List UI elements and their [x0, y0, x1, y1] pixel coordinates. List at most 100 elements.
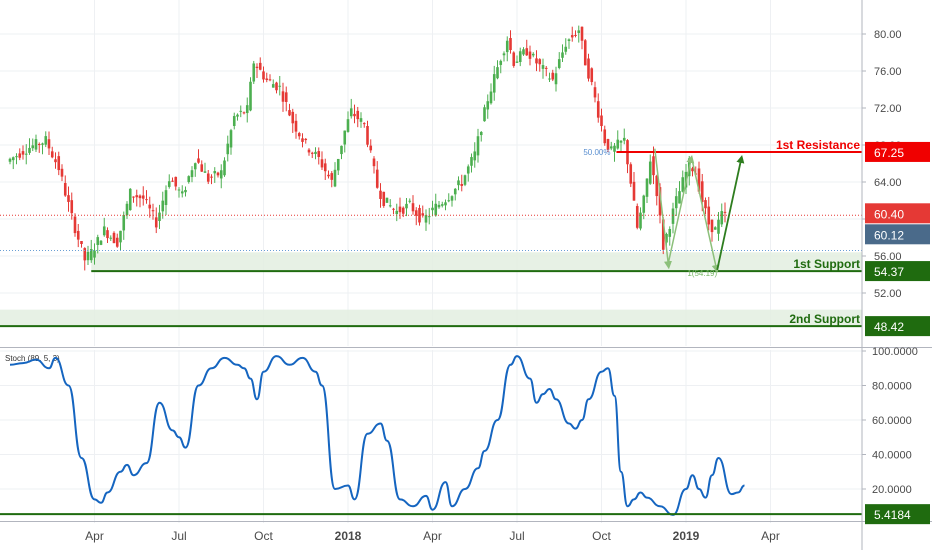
time-tick-label: Apr — [85, 529, 104, 543]
candle-body — [427, 216, 431, 218]
candle-body — [314, 151, 317, 155]
candle-body — [548, 78, 551, 80]
support-zone-2 — [0, 309, 862, 327]
candle-body — [476, 136, 480, 156]
candle-body — [587, 58, 590, 79]
candle-body — [444, 202, 447, 206]
candle-body — [278, 85, 282, 87]
candle-body — [320, 159, 324, 168]
candle-body — [668, 228, 672, 237]
time-tick-label: Jul — [509, 529, 524, 543]
candle-body — [245, 105, 249, 114]
support-2-badge-text: 48.42 — [874, 320, 904, 334]
candle-body — [405, 203, 408, 209]
candle-body — [200, 164, 204, 172]
candle-body — [544, 67, 548, 69]
candle-body — [132, 196, 135, 198]
stoch-tick-label: 40.0000 — [872, 450, 912, 462]
candle-body — [379, 190, 382, 199]
stochastic-level-badge-bg — [865, 504, 930, 525]
stochastic-line — [9, 355, 745, 516]
candle-body — [720, 211, 724, 225]
candle-body — [434, 203, 438, 216]
candle-body — [502, 53, 506, 56]
resistance-badge-bg — [865, 141, 930, 162]
candle-body — [63, 183, 67, 196]
candle-body — [213, 171, 217, 174]
candle-body — [411, 203, 415, 212]
candle-body — [281, 91, 285, 102]
candle-body — [359, 118, 363, 122]
candle-body — [24, 153, 28, 155]
candle-body — [109, 237, 113, 239]
price-tick-label: 76.00 — [874, 66, 902, 78]
candle-body — [28, 147, 31, 153]
candle-body — [704, 200, 707, 209]
candle-body — [297, 133, 301, 137]
support-zones — [0, 252, 862, 327]
support-2-badge-bg — [865, 316, 930, 337]
candle-body — [499, 60, 503, 65]
candle-body — [512, 52, 516, 66]
candle-body — [8, 158, 12, 162]
candle-body — [125, 203, 129, 216]
candle-body — [518, 51, 522, 63]
support-1-label: 1st Support — [793, 257, 860, 271]
candle-body — [366, 125, 369, 145]
last-price-badge-text: 60.40 — [874, 207, 904, 221]
candle-body — [80, 241, 83, 244]
candle-body — [691, 168, 694, 172]
candle-body — [184, 189, 187, 193]
candle-body — [353, 113, 356, 117]
candle-body — [44, 136, 48, 145]
stoch-tick-label: 20.0000 — [872, 484, 912, 496]
candle-body — [229, 130, 233, 148]
candle-body — [154, 217, 158, 228]
candle-body — [398, 206, 402, 213]
stoch-tick-label: 100.0000 — [872, 346, 918, 358]
price-tick-label: 80.00 — [874, 29, 902, 41]
time-tick-label: Oct — [254, 529, 273, 543]
price-tick-label: 64.00 — [874, 177, 902, 189]
candle-body — [301, 138, 304, 142]
candle-body — [535, 58, 538, 64]
candle-body — [255, 66, 259, 69]
candle-body — [164, 190, 168, 206]
candle-body — [531, 53, 535, 56]
candle-body — [538, 59, 542, 65]
candle-body — [515, 61, 519, 63]
candle-body — [323, 163, 327, 172]
candle-body — [723, 211, 727, 213]
candle-body — [41, 143, 44, 145]
candle-body — [424, 215, 428, 223]
candle-body — [304, 138, 308, 141]
candle-body — [268, 79, 272, 81]
candle-body — [496, 67, 499, 79]
candle-body — [564, 46, 568, 52]
candle-body — [145, 199, 148, 201]
candle-body — [128, 188, 132, 211]
candle-body — [265, 78, 269, 81]
candle-body — [288, 110, 291, 116]
candle-body — [93, 250, 96, 258]
candle-body — [655, 175, 659, 197]
candle-body — [106, 230, 109, 239]
candle-body — [613, 145, 616, 152]
candle-body — [590, 68, 594, 83]
price-tick-label: 56.00 — [874, 251, 902, 263]
candle-body — [252, 63, 256, 82]
projection-arrow — [716, 154, 745, 271]
candle-body — [327, 174, 330, 177]
candle-body — [645, 178, 649, 197]
candle-body — [216, 172, 220, 176]
candle-body — [561, 52, 564, 58]
last-price-badge-bg — [865, 203, 930, 224]
candle-body — [457, 180, 460, 186]
candle-body — [375, 169, 379, 188]
candle-body — [473, 151, 477, 161]
candle-body — [414, 210, 418, 216]
candle-body — [431, 207, 434, 211]
candle-body — [395, 210, 399, 215]
time-tick-label: Oct — [592, 529, 611, 543]
candle-body — [492, 74, 496, 93]
